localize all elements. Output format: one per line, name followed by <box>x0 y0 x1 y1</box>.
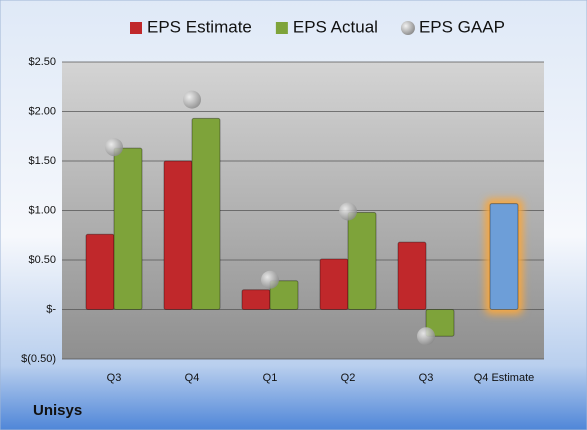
x-tick-label: Q2 <box>341 372 356 384</box>
y-tick-label: $2.50 <box>28 56 56 68</box>
bar <box>113 147 143 310</box>
x-tick-label: Q3 <box>107 372 122 384</box>
bar <box>347 211 377 310</box>
bar <box>191 117 221 311</box>
y-tick-label: $1.50 <box>28 155 56 167</box>
legend-swatch <box>275 22 288 34</box>
y-tick-label: $1.00 <box>28 204 56 216</box>
legend-label: EPS Estimate <box>147 17 252 36</box>
legend-label: EPS GAAP <box>419 17 505 36</box>
bar <box>85 233 115 310</box>
bar <box>319 258 349 311</box>
x-tick-label: Q1 <box>263 372 278 384</box>
bar <box>269 280 299 311</box>
bar <box>397 241 427 310</box>
gaap-marker <box>261 270 279 289</box>
chart-title: Unisys <box>33 402 82 419</box>
legend-swatch <box>130 22 142 34</box>
gaap-marker <box>339 202 357 221</box>
y-tick-label: $2.00 <box>28 105 56 117</box>
gaap-marker <box>105 138 123 157</box>
x-tick-label: Q4 Estimate <box>474 372 535 384</box>
y-tick-label: $(0.50) <box>21 353 56 365</box>
bar <box>425 309 455 337</box>
legend-label: EPS Actual <box>293 17 378 36</box>
bar <box>163 160 193 310</box>
y-tick-label: $0.50 <box>28 254 56 266</box>
gaap-marker <box>417 327 435 346</box>
bar <box>241 289 271 311</box>
bar <box>489 203 519 311</box>
y-tick-label: $- <box>46 303 56 315</box>
x-tick-label: Q4 <box>185 372 200 384</box>
x-tick-label: Q3 <box>419 372 434 384</box>
gaap-marker <box>183 90 201 109</box>
legend-swatch <box>400 21 415 35</box>
